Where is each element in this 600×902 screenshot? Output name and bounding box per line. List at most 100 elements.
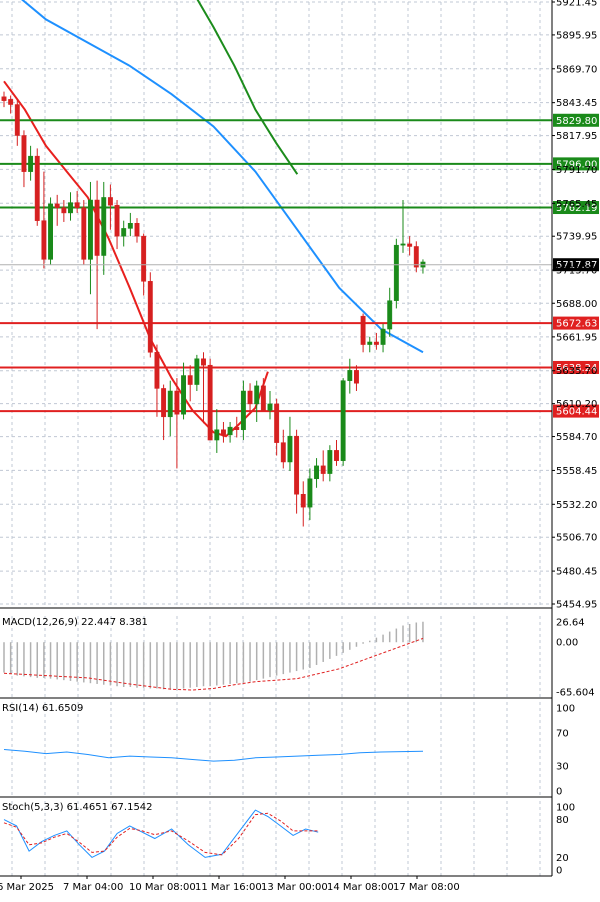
candle-body xyxy=(141,235,147,282)
price-tick-label: 5791.70 xyxy=(556,165,597,176)
x-tick-label: 11 Mar 16:00 xyxy=(195,882,262,893)
price-tick-label: 5843.45 xyxy=(556,98,597,109)
macd-tick-label: -65.604 xyxy=(556,688,595,699)
level-tag xyxy=(553,404,599,418)
x-tick-label: 14 Mar 08:00 xyxy=(327,882,394,893)
price-tick-label: 5895.95 xyxy=(556,30,597,41)
macd-signal-line xyxy=(3,637,424,691)
candle-body xyxy=(107,197,113,206)
candle-body xyxy=(147,281,153,353)
candle-body xyxy=(101,197,107,256)
price-tick-label: 5713.70 xyxy=(556,266,597,277)
candle-body xyxy=(187,375,193,385)
macd-header: MACD(12,26,9) 22.447 8.381 xyxy=(2,617,148,628)
candle-body xyxy=(88,199,93,260)
level-label: 5829.80 xyxy=(556,116,597,127)
candle-body xyxy=(28,155,34,172)
candle-body xyxy=(387,300,393,330)
macd-tick-label: 0.00 xyxy=(556,638,578,649)
level-tag xyxy=(553,360,599,374)
stoch-k-line xyxy=(3,809,319,859)
price-tick-label: 5921.45 xyxy=(556,0,597,9)
macd-tick-label: 26.64 xyxy=(556,618,585,629)
x-tick-label: 7 Mar 04:00 xyxy=(63,882,123,893)
price-tick-label: 5584.70 xyxy=(556,432,597,443)
candle-body xyxy=(8,99,14,105)
candle-body xyxy=(174,390,180,415)
candle-body xyxy=(294,435,300,495)
candle-body xyxy=(74,202,80,209)
candle-body xyxy=(121,228,127,237)
candle-body xyxy=(114,204,120,237)
candle-body xyxy=(354,370,359,384)
rsi-pane: RSI(14) 61.6509 100 70 30 0 xyxy=(2,703,575,798)
candle-body xyxy=(267,403,273,411)
candle-body xyxy=(1,96,7,101)
level-label: 5604.44 xyxy=(556,407,597,418)
candle-body xyxy=(21,135,27,172)
candle-body xyxy=(207,364,213,441)
x-tick-label: 13 Mar 00:00 xyxy=(261,882,328,893)
candle-body xyxy=(161,388,167,418)
price-tick-label: 5739.95 xyxy=(556,232,597,243)
price-tick-label: 5635.70 xyxy=(556,366,597,377)
x-tick-label: 6 Mar 2025 xyxy=(0,882,54,893)
current-price-label: 5717.87 xyxy=(556,260,597,271)
candle-body xyxy=(227,426,233,436)
rsi-tick-label: 30 xyxy=(556,762,569,773)
price-tick-label: 5765.45 xyxy=(556,199,597,210)
candle-body xyxy=(347,370,353,381)
stoch-d-line xyxy=(3,812,319,856)
price-tick-label: 5454.95 xyxy=(556,600,597,611)
level-label: 5762.19 xyxy=(556,203,597,214)
candle-body xyxy=(34,155,40,221)
x-tick-label: 17 Mar 08:00 xyxy=(393,882,460,893)
x-tick-label: 10 Mar 08:00 xyxy=(129,882,196,893)
candle-body xyxy=(214,429,220,441)
candle-body xyxy=(367,341,373,345)
level-label: 5796.00 xyxy=(556,159,597,170)
candle-body xyxy=(340,380,346,461)
candle-body xyxy=(334,450,339,461)
level-label: 5672.63 xyxy=(556,319,597,330)
candle-body xyxy=(48,203,53,260)
candle-body xyxy=(260,385,266,411)
candle-body xyxy=(287,435,293,463)
candle-body xyxy=(94,199,100,256)
candle-body xyxy=(167,390,173,418)
level-label: 5638.24 xyxy=(556,363,597,374)
price-tick-label: 5610.20 xyxy=(556,399,597,410)
candle-body xyxy=(407,243,413,247)
candle-body xyxy=(380,328,386,345)
candle-body xyxy=(413,246,419,268)
candle-body xyxy=(274,403,280,443)
candle-body xyxy=(68,202,73,214)
price-tick-label: 5532.20 xyxy=(556,500,597,511)
price-tick-label: 5661.95 xyxy=(556,332,597,343)
candle-body xyxy=(41,220,47,260)
rsi-tick-label: 0 xyxy=(556,787,562,798)
price-tick-label: 5558.45 xyxy=(556,466,597,477)
candle-body xyxy=(134,222,140,237)
stoch-tick-label: 100 xyxy=(556,803,575,814)
candle-body xyxy=(221,429,226,436)
candle-body xyxy=(61,207,67,214)
candle-body xyxy=(373,341,379,345)
stoch-header: Stoch(5,3,3) 61.4651 67.1542 xyxy=(2,802,153,813)
rsi-line xyxy=(3,749,424,762)
price-tick-label: 5869.70 xyxy=(556,64,597,75)
price-tick-label: 5688.00 xyxy=(556,299,597,310)
macd-pane: MACD(12,26,9) 22.447 8.381 26.64 0.00 -65.6… xyxy=(2,617,595,699)
candle-body xyxy=(254,385,260,405)
candle-body xyxy=(280,442,286,463)
candle-body xyxy=(154,352,160,389)
rsi-header: RSI(14) 61.6509 xyxy=(2,703,83,714)
candle-body xyxy=(400,243,406,246)
level-tag xyxy=(553,157,599,171)
candle-body xyxy=(360,315,366,345)
price-tick-label: 5817.95 xyxy=(556,131,597,142)
